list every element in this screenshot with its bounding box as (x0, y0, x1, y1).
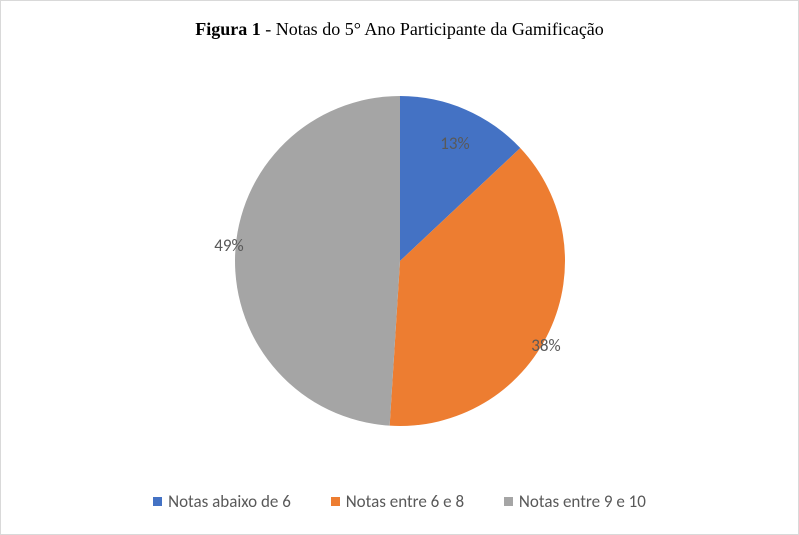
legend-swatch-1 (331, 497, 340, 506)
pie-label-1: 38% (531, 335, 560, 356)
legend-item-1: Notas entre 6 e 8 (331, 491, 464, 512)
chart-title: Figura 1 - Notas do 5° Ano Participante … (1, 19, 798, 40)
pie-label-0: 13% (440, 133, 469, 154)
pie-label-2: 49% (214, 235, 243, 256)
pie-slice-2 (235, 96, 400, 426)
legend-swatch-2 (504, 497, 513, 506)
pie-chart: 13% 38% 49% (1, 61, 799, 461)
legend-label-0: Notas abaixo de 6 (168, 491, 291, 512)
chart-frame: Figura 1 - Notas do 5° Ano Participante … (0, 0, 799, 535)
legend-item-2: Notas entre 9 e 10 (504, 491, 646, 512)
legend-label-1: Notas entre 6 e 8 (346, 491, 464, 512)
pie-svg: 13% 38% 49% (1, 61, 799, 461)
title-prefix: Figura 1 (195, 19, 261, 39)
legend: Notas abaixo de 6 Notas entre 6 e 8 Nota… (1, 491, 798, 512)
legend-swatch-0 (153, 497, 162, 506)
title-rest: - Notas do 5° Ano Participante da Gamifi… (261, 19, 604, 39)
legend-label-2: Notas entre 9 e 10 (519, 491, 646, 512)
legend-item-0: Notas abaixo de 6 (153, 491, 291, 512)
